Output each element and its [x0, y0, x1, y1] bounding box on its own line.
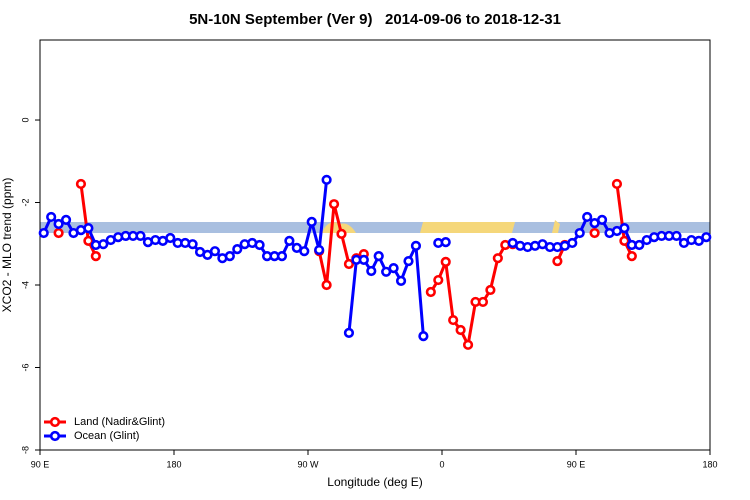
data-point	[53, 218, 64, 230]
x-tick-label: 180	[166, 459, 181, 469]
data-point	[165, 232, 176, 244]
data-point	[596, 214, 608, 225]
x-tick-label: 180	[702, 459, 717, 469]
data-point	[410, 240, 422, 251]
data-point	[403, 255, 414, 267]
data-point	[276, 251, 288, 262]
data-point	[46, 211, 57, 223]
y-tick-label: -6	[20, 363, 30, 371]
data-point	[202, 249, 213, 260]
data-point	[395, 275, 407, 286]
data-point	[433, 274, 444, 286]
x-tick-label: 90 E	[567, 459, 586, 469]
y-tick-label: -8	[20, 446, 30, 454]
x-tick-label: 0	[439, 459, 444, 469]
data-point	[232, 244, 243, 255]
data-point	[455, 324, 466, 336]
data-point	[552, 255, 563, 267]
data-point	[485, 284, 496, 296]
data-point	[626, 251, 637, 262]
data-point	[90, 251, 101, 262]
data-point	[611, 178, 623, 190]
legend-label: Land (Nadir&Glint)	[74, 416, 165, 428]
data-point	[336, 228, 347, 239]
data-point	[83, 222, 94, 234]
data-point	[284, 235, 295, 246]
data-point	[477, 296, 489, 308]
data-point	[381, 266, 392, 277]
data-point	[343, 258, 355, 270]
data-point	[388, 262, 399, 274]
data-point	[693, 235, 704, 246]
data-point	[306, 216, 317, 228]
data-point	[60, 214, 72, 225]
plot-frame	[39, 39, 711, 451]
data-point	[358, 254, 369, 265]
data-point	[671, 230, 682, 242]
data-point	[440, 256, 451, 268]
data-point	[634, 239, 645, 251]
data-point	[98, 239, 109, 250]
data-point	[589, 227, 600, 239]
data-point	[75, 178, 87, 190]
data-point	[448, 314, 459, 326]
legend-label: Ocean (Glint)	[74, 430, 139, 442]
data-point	[314, 244, 325, 256]
data-point	[328, 199, 340, 210]
data-point	[299, 246, 310, 257]
data-point	[582, 211, 593, 223]
data-point	[224, 251, 235, 262]
data-point	[701, 232, 712, 243]
chart-title: 5N-10N September (Ver 9) 2014-09-06 to 2…	[189, 11, 561, 28]
data-point	[567, 237, 578, 249]
data-point	[462, 339, 474, 350]
y-tick-label: 0	[20, 118, 30, 123]
y-axis-label: XCO2 - MLO trend (ppm)	[0, 178, 14, 313]
data-point	[38, 227, 49, 239]
data-point	[492, 253, 503, 264]
data-point	[343, 327, 355, 338]
data-point	[619, 235, 630, 246]
data-point	[373, 251, 384, 262]
data-point	[418, 331, 429, 342]
data-point	[135, 230, 146, 242]
data-point	[321, 279, 332, 291]
x-tick-label: 90 E	[31, 459, 50, 469]
data-point	[574, 227, 585, 239]
data-point	[440, 237, 451, 248]
y-tick-label: -2	[20, 199, 30, 207]
data-point	[425, 286, 436, 298]
legend-marker	[49, 416, 61, 428]
legend-marker	[49, 430, 61, 442]
data-point	[209, 246, 221, 257]
y-tick-label: -4	[20, 281, 30, 289]
background-strip	[40, 220, 710, 233]
data-point	[321, 174, 332, 185]
data-point	[187, 239, 198, 250]
data-point	[53, 227, 64, 239]
data-point	[83, 235, 94, 246]
data-point	[254, 239, 265, 251]
data-point	[366, 265, 377, 277]
x-axis-label: Longitude (deg E)	[327, 475, 422, 489]
x-tick-label: 90 W	[297, 459, 319, 469]
data-point	[619, 222, 630, 234]
